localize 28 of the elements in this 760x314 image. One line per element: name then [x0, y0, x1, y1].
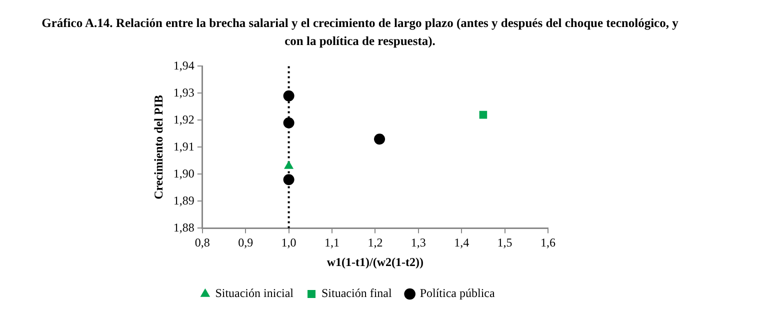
chart-title: Gráfico A.14. Relación entre la brecha salarial y el crecimiento de largo plazo (antes y después del choque tecnológico, y con la política de respuesta). [40, 15, 680, 50]
x-tick-label: 1,2 [368, 236, 383, 250]
point [479, 110, 488, 119]
legend-label: Situación inicial [215, 286, 294, 300]
x-tick-label: 1,3 [410, 236, 426, 250]
x-tick-label: 1,5 [497, 236, 512, 250]
legend-label: Situación final [322, 286, 392, 300]
x-tick-label: 1,4 [454, 236, 470, 250]
x-tick-label: 0,8 [194, 236, 210, 250]
y-tick-label: 1,90 [173, 166, 194, 180]
y-tick-label: 1,92 [173, 112, 194, 126]
y-axis-title: Crecimiento del PIB [151, 94, 166, 200]
y-tick-label: 1,88 [173, 220, 194, 234]
x-tick-label: 1,6 [540, 236, 556, 250]
point [283, 117, 294, 128]
y-tick-label: 1,89 [173, 193, 194, 208]
y-tick-label: 1,94 [173, 58, 194, 72]
point [374, 134, 386, 145]
point [283, 174, 294, 186]
x-axis-title: w1(1-t1)/(w2(1-t2)) [326, 254, 424, 269]
point [284, 160, 294, 169]
x-tick-label: 0,9 [238, 236, 254, 250]
legend-label: Política pública [420, 286, 496, 300]
x-tick-label: 1,1 [324, 236, 340, 250]
y-tick-label: 1,91 [173, 139, 194, 154]
y-tick-label: 1,93 [173, 85, 194, 100]
point [283, 90, 294, 102]
x-tick-label: 1,0 [281, 236, 296, 250]
